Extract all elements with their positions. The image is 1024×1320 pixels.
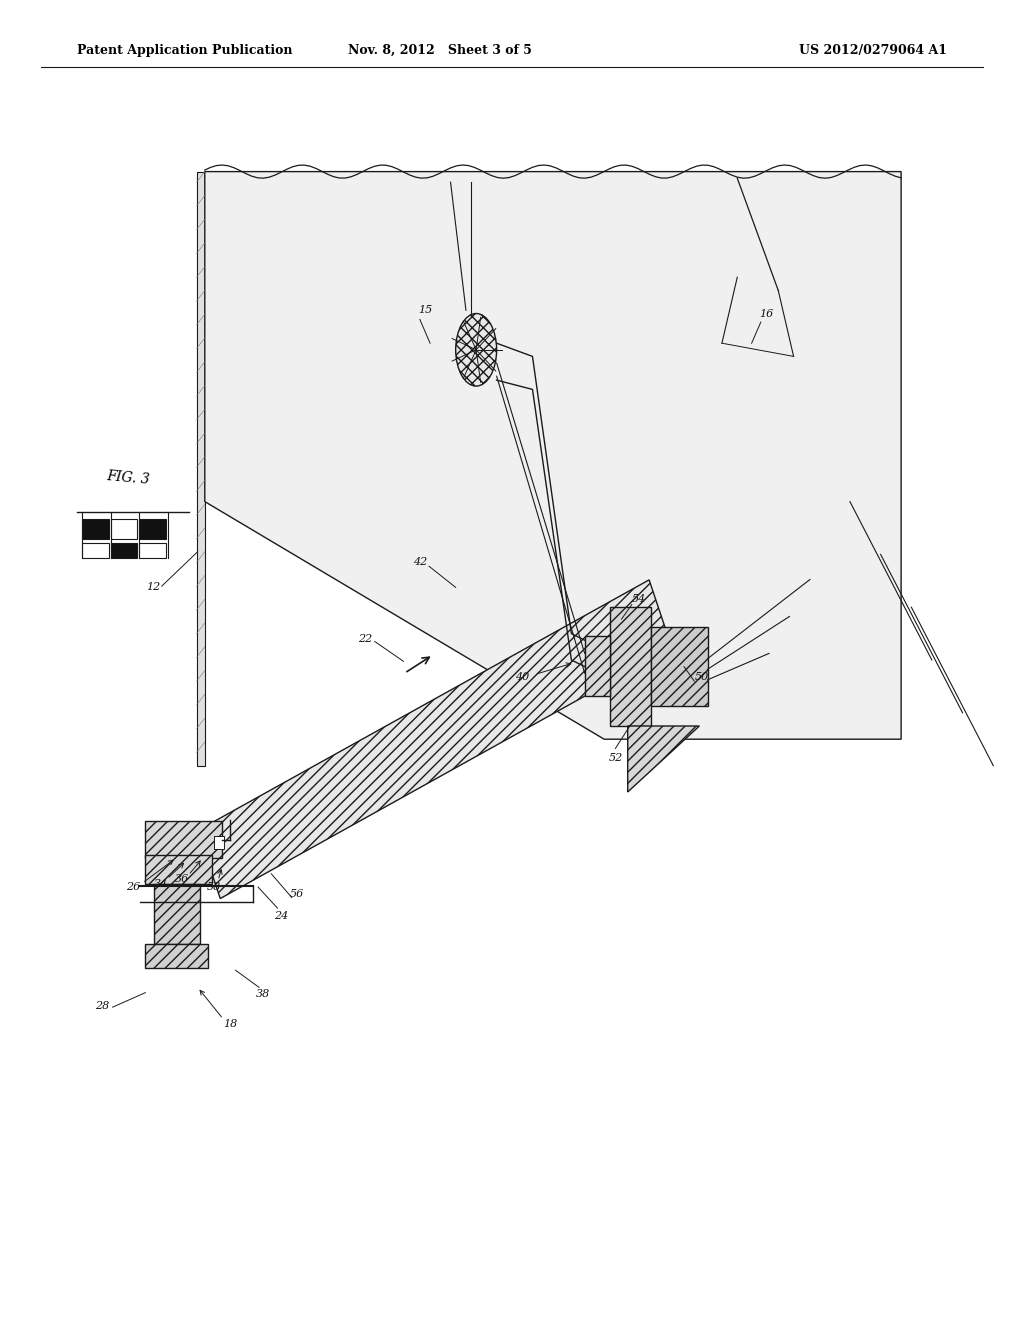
Text: 58: 58 <box>207 882 221 892</box>
Text: US 2012/0279064 A1: US 2012/0279064 A1 <box>799 44 947 57</box>
Polygon shape <box>198 579 672 899</box>
Text: 28: 28 <box>95 1001 110 1011</box>
Polygon shape <box>628 726 699 792</box>
Text: 15: 15 <box>418 305 432 315</box>
Text: 36: 36 <box>175 874 189 884</box>
Bar <box>214 836 224 849</box>
Text: FIG. 3: FIG. 3 <box>105 469 151 487</box>
Text: 18: 18 <box>223 1019 238 1030</box>
Text: 16: 16 <box>759 309 773 319</box>
Text: Patent Application Publication: Patent Application Publication <box>77 44 292 57</box>
Bar <box>139 543 166 558</box>
Text: 54: 54 <box>632 594 646 605</box>
Text: 22: 22 <box>358 634 373 644</box>
Text: Nov. 8, 2012   Sheet 3 of 5: Nov. 8, 2012 Sheet 3 of 5 <box>348 44 532 57</box>
Text: 56: 56 <box>290 888 304 899</box>
Bar <box>610 607 651 726</box>
Text: 26: 26 <box>126 882 140 892</box>
Bar <box>82 543 109 558</box>
Bar <box>651 627 708 706</box>
Text: 12: 12 <box>146 582 161 593</box>
Text: 24: 24 <box>274 911 289 921</box>
Polygon shape <box>205 172 901 739</box>
Text: 40: 40 <box>515 672 529 682</box>
Bar <box>145 855 212 884</box>
Bar <box>111 519 137 539</box>
Text: 50: 50 <box>694 672 709 682</box>
Polygon shape <box>197 172 205 766</box>
Bar <box>154 884 200 944</box>
Ellipse shape <box>456 314 497 385</box>
Bar <box>145 821 222 858</box>
Bar <box>139 519 166 539</box>
Bar <box>585 636 610 696</box>
Bar <box>111 543 137 558</box>
Text: 38: 38 <box>256 989 270 999</box>
Text: 42: 42 <box>413 557 427 568</box>
Polygon shape <box>145 944 208 968</box>
Bar <box>82 519 109 539</box>
Text: 34: 34 <box>154 879 168 890</box>
Text: 52: 52 <box>608 752 623 763</box>
